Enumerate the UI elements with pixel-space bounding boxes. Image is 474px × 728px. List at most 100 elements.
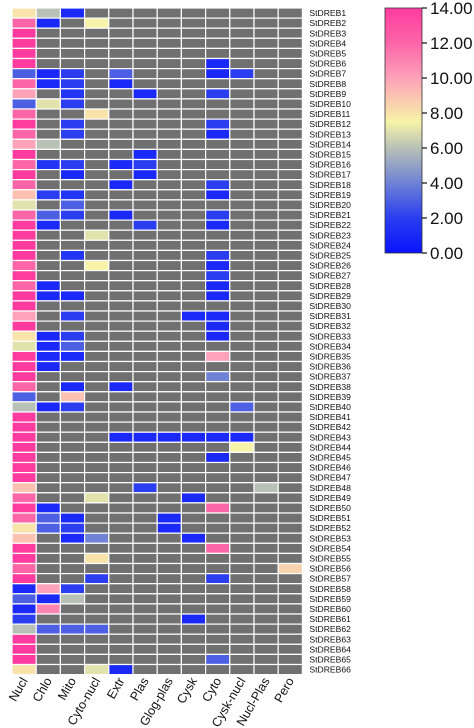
row-label: StDREB3 bbox=[309, 28, 346, 38]
row-label: StDREB32 bbox=[309, 321, 351, 331]
heatmap-cell bbox=[277, 663, 304, 676]
heatmap-cell bbox=[35, 7, 62, 19]
heatmap-cell bbox=[11, 229, 37, 241]
heatmap-cell bbox=[132, 572, 158, 585]
heatmap-cell bbox=[205, 57, 231, 70]
heatmap-cell bbox=[11, 249, 37, 262]
heatmap-cell bbox=[83, 492, 110, 504]
heatmap-cell bbox=[156, 502, 182, 514]
heatmap-cell bbox=[229, 57, 255, 70]
heatmap-cell bbox=[277, 118, 304, 130]
heatmap-cell bbox=[108, 492, 134, 504]
heatmap-cell bbox=[83, 340, 110, 352]
heatmap-cell bbox=[205, 572, 231, 585]
heatmap-cell bbox=[253, 148, 279, 161]
heatmap-cell bbox=[277, 603, 304, 615]
heatmap-cell bbox=[59, 603, 86, 615]
heatmap-cell bbox=[59, 229, 86, 241]
heatmap-cell bbox=[132, 613, 158, 625]
heatmap-cell bbox=[108, 532, 134, 544]
heatmap-cell bbox=[229, 280, 255, 292]
heatmap-cell bbox=[180, 7, 207, 19]
heatmap-cell bbox=[156, 27, 182, 39]
heatmap-cell bbox=[11, 108, 37, 120]
heatmap-cell bbox=[180, 310, 207, 322]
heatmap-cell bbox=[59, 169, 86, 181]
row-label: StDREB50 bbox=[309, 503, 351, 513]
heatmap-cell bbox=[59, 461, 86, 474]
heatmap-cell bbox=[253, 623, 279, 635]
heatmap-cell bbox=[205, 482, 231, 494]
heatmap-cell bbox=[229, 562, 255, 575]
row-label: StDREB65 bbox=[309, 654, 351, 664]
heatmap-cell bbox=[108, 17, 134, 29]
heatmap-cell bbox=[180, 542, 207, 554]
heatmap-cell bbox=[205, 67, 231, 80]
row-label: StDREB17 bbox=[309, 170, 351, 180]
heatmap-cell bbox=[156, 512, 182, 524]
heatmap-cell bbox=[132, 270, 158, 282]
heatmap-cell bbox=[11, 27, 37, 39]
heatmap-cell bbox=[277, 229, 304, 241]
heatmap-cell bbox=[35, 572, 62, 585]
heatmap-cell bbox=[277, 169, 304, 181]
heatmap-cell bbox=[277, 492, 304, 504]
heatmap-cell bbox=[83, 371, 110, 383]
heatmap-cell bbox=[277, 472, 304, 484]
heatmap-cell bbox=[277, 310, 304, 322]
row-label: StDREB42 bbox=[309, 422, 351, 432]
heatmap-cell bbox=[180, 522, 207, 534]
heatmap-cell bbox=[277, 371, 304, 383]
heatmap-cell bbox=[35, 623, 62, 635]
heatmap-cell bbox=[83, 57, 110, 70]
heatmap-cell bbox=[205, 451, 231, 464]
heatmap-cell bbox=[132, 280, 158, 292]
heatmap-cell bbox=[11, 270, 37, 282]
heatmap-cell bbox=[132, 108, 158, 120]
heatmap-cell bbox=[132, 552, 158, 565]
heatmap-cell bbox=[11, 158, 37, 171]
heatmap-cell bbox=[108, 451, 134, 464]
heatmap-cell bbox=[205, 583, 231, 595]
heatmap-cell bbox=[277, 88, 304, 100]
heatmap-cell bbox=[11, 290, 37, 302]
row-label: StDREB60 bbox=[309, 604, 351, 614]
column-label: Cyto bbox=[199, 675, 224, 704]
heatmap-cell bbox=[229, 179, 255, 191]
heatmap-cell bbox=[83, 512, 110, 524]
heatmap-cell bbox=[35, 643, 62, 655]
heatmap-cell bbox=[59, 47, 86, 60]
heatmap-cell bbox=[253, 320, 279, 332]
heatmap-cell bbox=[205, 27, 231, 39]
heatmap-cell bbox=[229, 552, 255, 565]
heatmap-cell bbox=[180, 350, 207, 363]
heatmap-cell bbox=[277, 583, 304, 595]
heatmap-cell bbox=[108, 633, 134, 645]
heatmap-cell bbox=[277, 300, 304, 312]
heatmap-cell bbox=[108, 280, 134, 292]
heatmap-cell bbox=[156, 663, 182, 676]
heatmap-cell bbox=[253, 381, 279, 393]
row-label: StDREB20 bbox=[309, 200, 351, 210]
heatmap-cell bbox=[108, 461, 134, 474]
heatmap-cell bbox=[59, 330, 86, 342]
heatmap-cell bbox=[229, 532, 255, 544]
heatmap-cell bbox=[11, 371, 37, 383]
colorbar: 14.00 12.00 10.00 8.00 6.00 4.00 2.00 0.00 bbox=[384, 0, 473, 263]
row-label: StDREB23 bbox=[309, 230, 351, 240]
heatmap-cell bbox=[156, 451, 182, 464]
row-label: StDREB10 bbox=[309, 99, 351, 109]
heatmap-cell bbox=[35, 451, 62, 464]
heatmap-cell bbox=[108, 239, 134, 252]
heatmap-cell bbox=[35, 199, 62, 211]
heatmap-cell bbox=[59, 633, 86, 645]
heatmap-cell bbox=[156, 209, 182, 221]
heatmap-cell bbox=[11, 138, 37, 151]
heatmap-cell bbox=[229, 633, 255, 645]
heatmap-cell bbox=[180, 401, 207, 413]
heatmap-cell bbox=[229, 613, 255, 625]
heatmap-cell bbox=[205, 310, 231, 322]
heatmap-cell bbox=[277, 552, 304, 565]
heatmap-cell bbox=[83, 401, 110, 413]
heatmap-cell bbox=[59, 482, 86, 494]
